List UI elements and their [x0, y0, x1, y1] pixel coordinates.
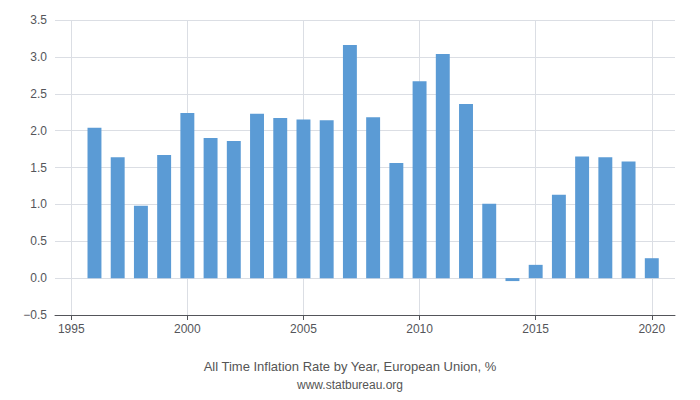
- svg-text:2.5: 2.5: [30, 87, 47, 101]
- svg-text:1995: 1995: [58, 322, 85, 336]
- svg-text:0.0: 0.0: [30, 271, 47, 285]
- svg-text:www.statbureau.org: www.statbureau.org: [296, 378, 403, 392]
- svg-text:3.5: 3.5: [30, 13, 47, 27]
- svg-text:2005: 2005: [290, 322, 317, 336]
- svg-text:2.0: 2.0: [30, 124, 47, 138]
- svg-text:1.0: 1.0: [30, 197, 47, 211]
- svg-text:2000: 2000: [174, 322, 201, 336]
- svg-text:All Time Inflation Rate by Yea: All Time Inflation Rate by Year, Europea…: [204, 359, 497, 374]
- svg-text:2015: 2015: [522, 322, 549, 336]
- svg-text:3.0: 3.0: [30, 50, 47, 64]
- svg-text:0.5: 0.5: [30, 234, 47, 248]
- svg-text:−0.5: −0.5: [23, 308, 47, 322]
- svg-text:2020: 2020: [638, 322, 665, 336]
- svg-text:1.5: 1.5: [30, 161, 47, 175]
- svg-text:2010: 2010: [406, 322, 433, 336]
